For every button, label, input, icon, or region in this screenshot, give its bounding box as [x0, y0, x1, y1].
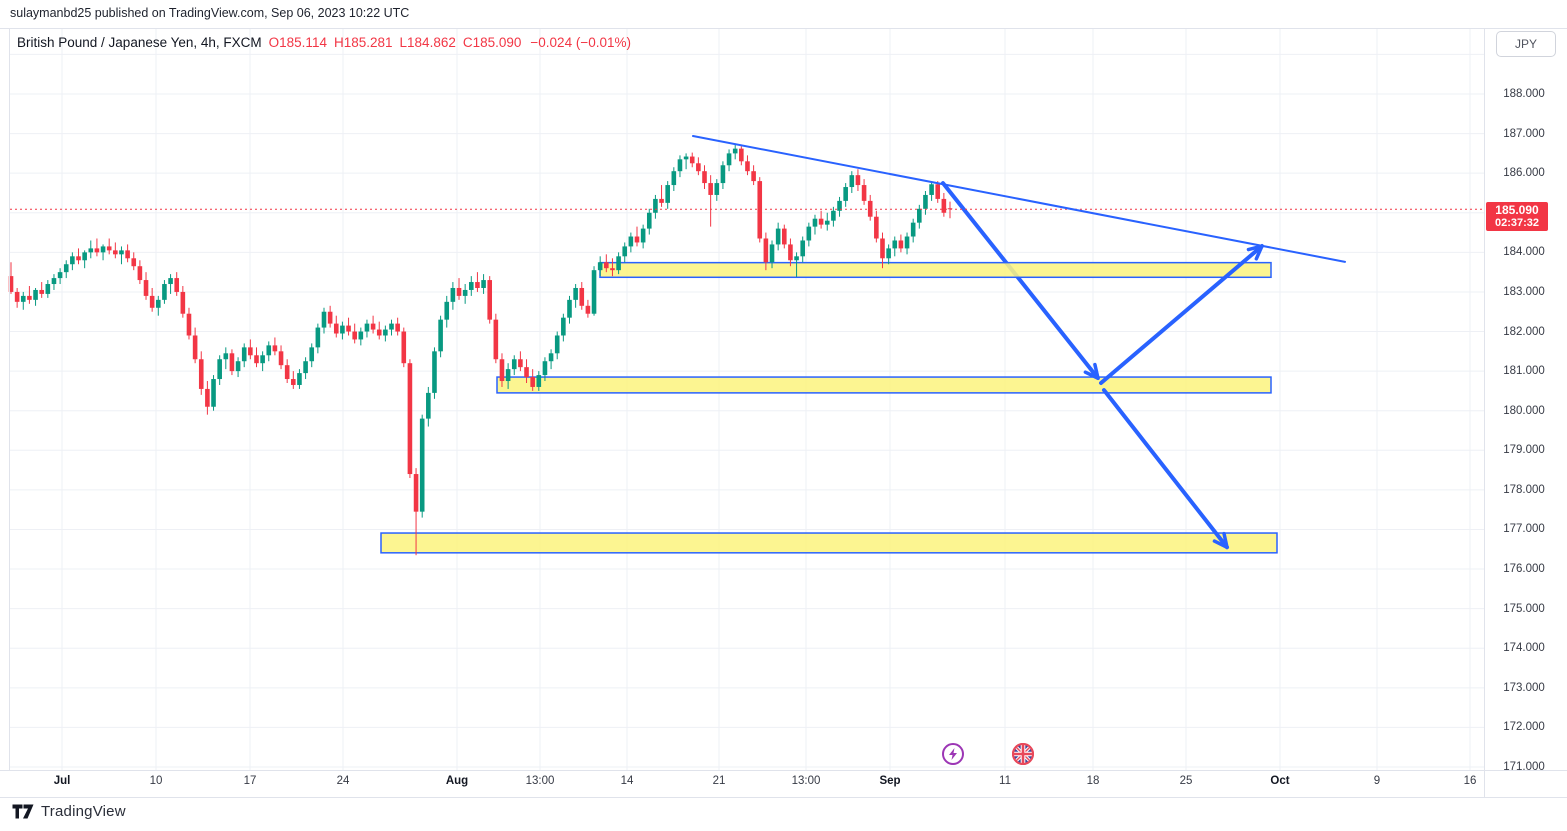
price-tick-label: 187.000 — [1503, 127, 1545, 140]
time-tick-label: 16 — [1463, 775, 1477, 787]
time-tick-label: 13:00 — [525, 775, 555, 787]
time-tick-label: 25 — [1179, 775, 1193, 787]
symbol-title: British Pound / Japanese Yen, 4h, FXCM — [17, 35, 262, 50]
time-tick-label: 21 — [712, 775, 726, 787]
time-tick-label: 18 — [1086, 775, 1100, 787]
time-tick-label: 11 — [999, 775, 1011, 787]
price-axis-separator — [1484, 28, 1485, 797]
ohlc-l: L184.862 — [399, 35, 456, 50]
time-tick-label: Jul — [53, 775, 71, 787]
time-axis-separator — [0, 770, 1567, 771]
symbol-legend: British Pound / Japanese Yen, 4h, FXCM O… — [17, 35, 631, 50]
price-tick-label: 172.000 — [1503, 721, 1545, 734]
publish-watermark: sulaymanbd25 published on TradingView.co… — [10, 6, 410, 20]
time-tick-label: 17 — [243, 775, 257, 787]
left-frame-line — [9, 28, 10, 770]
last-price-label: 185.090 02:37:32 — [1486, 202, 1548, 231]
time-tick-label: 9 — [1373, 775, 1381, 787]
price-tick-label: 184.000 — [1503, 246, 1545, 259]
time-tick-label: Sep — [879, 775, 901, 787]
price-tick-label: 188.000 — [1503, 88, 1545, 100]
tradingview-logo[interactable]: TradingView — [12, 803, 126, 820]
footer-separator — [0, 797, 1567, 798]
time-tick-label: Oct — [1270, 775, 1290, 787]
bar-countdown: 02:37:32 — [1494, 217, 1540, 229]
chart-pane[interactable] — [9, 28, 1484, 770]
tradingview-logo-icon — [12, 804, 34, 819]
price-tick-label: 183.000 — [1503, 285, 1545, 298]
price-tick-label: 178.000 — [1503, 483, 1545, 496]
last-price-value: 185.090 — [1495, 203, 1539, 217]
price-tick-label: 181.000 — [1503, 365, 1545, 378]
time-tick-label: 24 — [336, 775, 350, 787]
price-tick-label: 186.000 — [1503, 167, 1545, 180]
price-tick-label: 175.000 — [1503, 602, 1545, 615]
price-tick-label: 182.000 — [1503, 325, 1545, 338]
price-tick-label: 177.000 — [1503, 523, 1545, 536]
ohlc-values: O185.114 H185.281 L184.862 C185.090 — [269, 35, 522, 50]
ohlc-c: C185.090 — [462, 35, 522, 50]
price-tick-label: 171.000 — [1503, 761, 1545, 773]
ohlc-o: O185.114 — [268, 35, 327, 50]
currency-toggle-button[interactable]: JPY — [1496, 31, 1556, 57]
top-separator — [0, 28, 1567, 29]
change-value: −0.024 (−0.01%) — [530, 35, 631, 50]
ohlc-h: H185.281 — [333, 35, 393, 50]
price-tick-label: 173.000 — [1503, 681, 1545, 694]
price-tick-label: 174.000 — [1503, 642, 1545, 655]
time-tick-label: Aug — [445, 775, 469, 787]
price-tick-label: 176.000 — [1503, 563, 1545, 576]
tradingview-brand-text: TradingView — [41, 803, 126, 820]
price-tick-label: 179.000 — [1503, 444, 1545, 457]
price-tick-label: 180.000 — [1503, 404, 1545, 417]
time-tick-label: 10 — [149, 775, 163, 787]
time-tick-label: 14 — [620, 775, 634, 787]
time-tick-label: 13:00 — [791, 775, 821, 787]
